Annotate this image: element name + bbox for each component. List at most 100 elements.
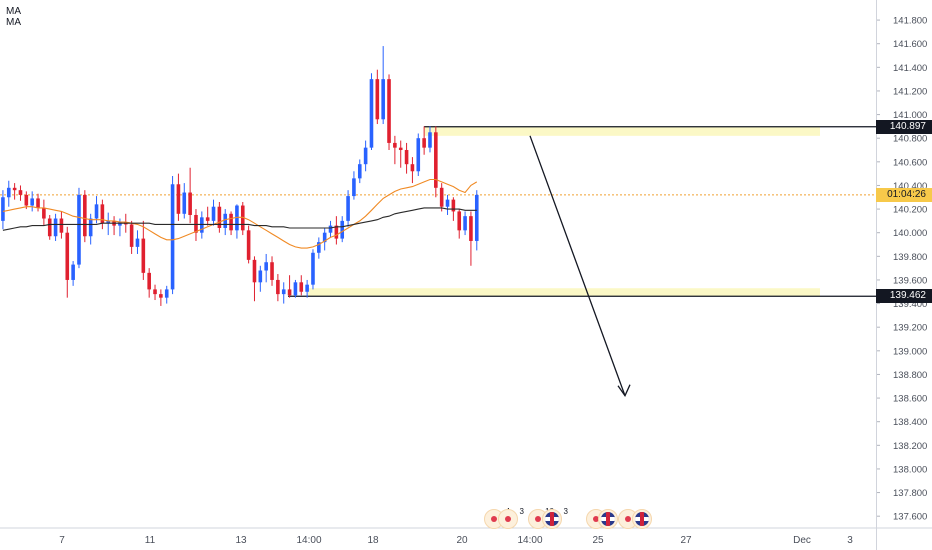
price-tick-label: 139.200 (893, 323, 927, 334)
candle-body (252, 259, 257, 283)
price-tick-label: 138.200 (893, 441, 927, 452)
price-tick-label: 138.800 (893, 370, 927, 381)
uk-flag-icon (601, 512, 615, 526)
ma-slow-line (2, 207, 477, 231)
ma-fast-line (2, 178, 478, 249)
candle-body (194, 214, 198, 233)
legend-ma-1[interactable]: MA (6, 6, 21, 17)
candle-body (305, 284, 309, 292)
candle-body (240, 205, 245, 231)
time-tick-label: 11 (145, 535, 156, 546)
candle-body (229, 213, 233, 231)
time-tick-label: 3 (847, 535, 853, 546)
candle-body (83, 194, 87, 237)
candle-body (36, 198, 40, 208)
candle-body (12, 187, 17, 191)
uk-flag-icon (635, 512, 649, 526)
resistance-zone (424, 126, 820, 136)
price-tick-label: 141.400 (893, 63, 927, 74)
candle-body (153, 289, 157, 295)
candle-body (182, 192, 187, 214)
candle-body (200, 217, 204, 233)
candle-body (287, 289, 292, 296)
candle-body (363, 147, 368, 165)
candle-body (445, 199, 450, 207)
legend-ma-2[interactable]: MA (6, 17, 21, 28)
current-price-countdown-tag: 01:04:26 (876, 187, 932, 202)
candle-body (205, 217, 210, 221)
candle-body (410, 164, 415, 172)
candle-body (118, 222, 122, 226)
candle-body (434, 132, 438, 188)
price-axis-separator (876, 0, 877, 550)
candle-body (463, 216, 467, 231)
candle-body (47, 218, 52, 237)
candle-body (293, 282, 298, 296)
candle-body (24, 194, 29, 206)
candle-body (129, 224, 134, 247)
price-tick-label: 139.800 (893, 252, 927, 263)
candle-body (451, 199, 456, 212)
candle-body (264, 262, 268, 271)
time-tick-label: 14:00 (517, 535, 542, 546)
candle-body (281, 289, 286, 295)
candle-body (217, 206, 222, 228)
candle-body (6, 187, 11, 198)
candle-body (457, 211, 462, 231)
price-tick-label: 137.800 (893, 488, 927, 499)
candle-body (334, 225, 339, 239)
candle-body (77, 194, 81, 265)
candle-body (369, 79, 374, 148)
event-count: 3 (563, 507, 568, 516)
price-tick-label: 138.000 (893, 464, 927, 475)
projection-arrow-line (529, 135, 626, 396)
candle-body (393, 142, 397, 148)
candle-body (94, 204, 99, 219)
candle-body (71, 264, 75, 280)
price-tick-label: 140.000 (893, 228, 927, 239)
event-marker-4[interactable]: 3 (542, 507, 568, 529)
price-tick-label: 140.600 (893, 157, 927, 168)
price-tick-label: 140.800 (893, 134, 927, 145)
candle-body (328, 225, 333, 233)
candle-body (387, 79, 391, 143)
price-tick-label: 139.600 (893, 275, 927, 286)
candle-body (276, 279, 280, 295)
candle-body (346, 196, 350, 221)
projection-arrowhead (617, 384, 631, 398)
candle-body (381, 79, 385, 120)
candle-body (422, 138, 426, 148)
candle-body (357, 164, 362, 179)
candle-body (106, 220, 111, 224)
event-marker-6[interactable] (598, 509, 618, 529)
event-dot-icon (535, 516, 541, 522)
support-zone (308, 288, 820, 297)
candle-body (159, 294, 163, 298)
candle-body (246, 230, 251, 260)
event-dot-icon (505, 516, 511, 522)
time-tick-label: 20 (456, 535, 468, 546)
candle-body (375, 79, 380, 120)
time-tick-label: 18 (367, 535, 379, 546)
candle-body (469, 216, 473, 241)
time-tick-label: 27 (680, 535, 692, 546)
economic-events-row[interactable]: 4 3 10 3 (484, 507, 654, 529)
candle-body (340, 220, 345, 239)
resistance-price-tag: 140.897 (876, 119, 932, 134)
price-tick-label: 138.400 (893, 417, 927, 428)
event-marker-8[interactable] (632, 509, 652, 529)
candle-body (223, 213, 228, 228)
candle-body (176, 184, 181, 214)
support-price-tag: 139.462 (876, 289, 932, 304)
candle-body (270, 262, 274, 280)
candle-body (30, 198, 34, 206)
price-tick-label: 141.000 (893, 110, 927, 121)
event-marker-2[interactable]: 3 (498, 507, 524, 529)
uk-flag-icon (545, 512, 559, 526)
price-tick-label: 141.800 (893, 16, 927, 27)
indicator-legend[interactable]: MA MA (6, 6, 21, 28)
price-tick-label: 138.600 (893, 394, 927, 405)
candle-body (164, 289, 169, 298)
